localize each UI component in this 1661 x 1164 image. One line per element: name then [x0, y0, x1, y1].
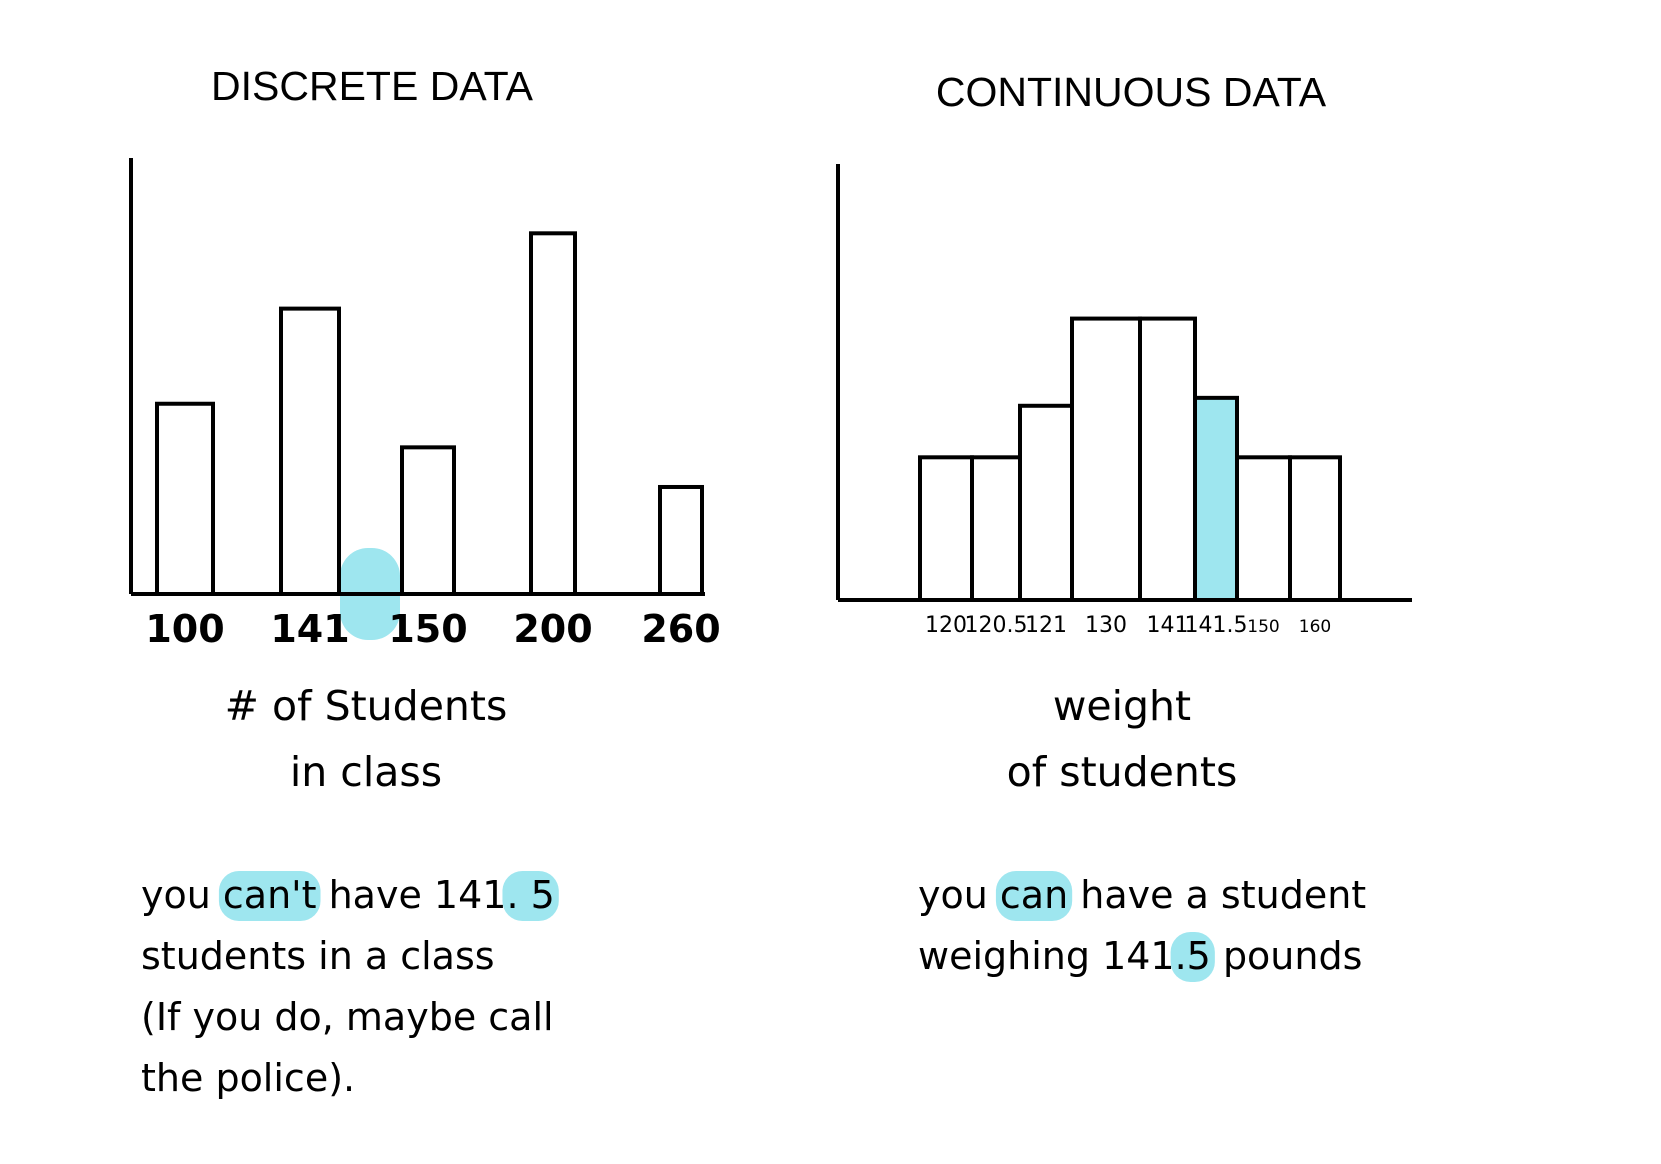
discrete-bar-260	[658, 484, 704, 596]
continuous-tick-141: 141	[1147, 613, 1189, 638]
discrete-tick-100: 100	[145, 607, 224, 651]
continuous-caption-line-1: weight	[1053, 682, 1191, 730]
discrete-bar-141	[279, 306, 341, 596]
continuous-title: CONTINUOUS DATA	[936, 69, 1327, 115]
continuous-bar-141-5	[1193, 395, 1239, 603]
discrete-bar-150	[400, 445, 456, 596]
continuous-note-line-2: weighing 141.5 pounds	[918, 934, 1362, 978]
continuous-bars	[918, 316, 1342, 603]
continuous-tick-141-5: 141.5	[1185, 613, 1248, 638]
continuous-bar-120-5	[970, 455, 1022, 602]
discrete-caption-line-2: in class	[290, 748, 442, 796]
continuous-bar-141	[1138, 316, 1197, 602]
continuous-bar-120	[918, 455, 974, 602]
discrete-note-line-1: you can't have 141. 5	[141, 873, 555, 917]
discrete-caption-line-1: # of Students	[225, 682, 508, 730]
continuous-note-highlight-2-1	[1170, 932, 1215, 982]
continuous-note: you can have a student weighing 141.5 pou…	[918, 871, 1366, 982]
continuous-bar-121	[1018, 403, 1074, 603]
discrete-note-line-3: (If you do, maybe call	[141, 995, 554, 1039]
continuous-tick-130: 130	[1085, 613, 1127, 638]
discrete-tick-260: 260	[641, 607, 720, 651]
discrete-note-highlight-1-2	[502, 871, 559, 921]
discrete-bars	[155, 231, 704, 597]
discrete-tick-200: 200	[513, 607, 592, 651]
continuous-note-line-1: you can have a student	[918, 873, 1366, 917]
continuous-bar-150	[1235, 455, 1292, 602]
continuous-bar-160	[1288, 455, 1342, 602]
discrete-note: you can't have 141. 5 students in a class…	[141, 871, 559, 1100]
continuous-bar-130	[1070, 316, 1142, 602]
continuous-note-highlight-1-1	[995, 871, 1073, 921]
continuous-caption-line-2: of students	[1007, 748, 1238, 796]
discrete-tick-141: 141	[270, 607, 349, 651]
discrete-chart: 100 141 150 200 260	[129, 158, 721, 651]
continuous-tick-121: 121	[1025, 613, 1067, 638]
discrete-note-line-2: students in a class	[141, 934, 495, 978]
discrete-note-line-4: the police).	[141, 1056, 355, 1100]
continuous-tick-160: 160	[1299, 617, 1331, 637]
discrete-bar-200	[529, 231, 577, 597]
continuous-tick-120-5: 120.5	[965, 613, 1028, 638]
discrete-tick-labels: 100 141 150 200 260	[145, 607, 720, 651]
continuous-tick-120: 120	[925, 613, 967, 638]
discrete-tick-150: 150	[388, 607, 467, 651]
discrete-bar-100	[155, 401, 215, 596]
continuous-tick-150: 150	[1247, 617, 1279, 637]
discrete-title: DISCRETE DATA	[211, 63, 534, 109]
discrete-note-highlight-1-1	[218, 871, 321, 921]
